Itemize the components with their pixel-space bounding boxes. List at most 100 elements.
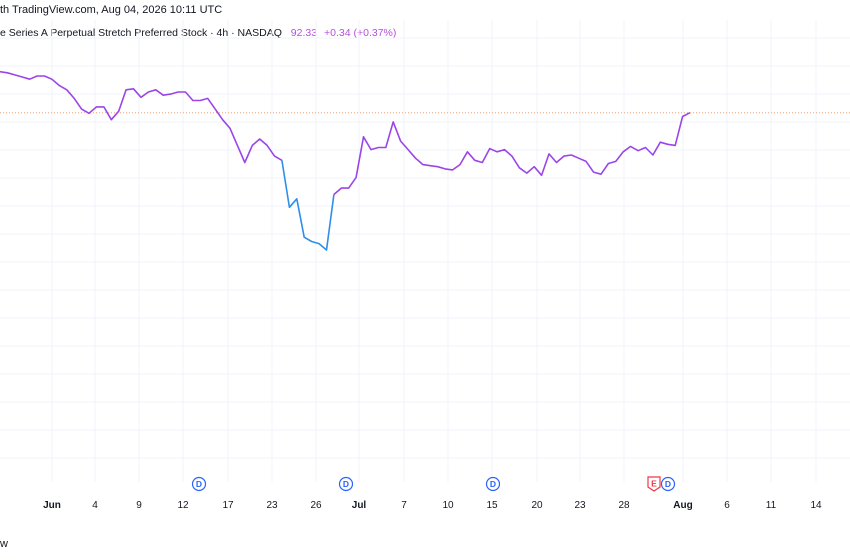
price-point bbox=[652, 154, 653, 155]
price-point bbox=[489, 148, 490, 149]
price-point bbox=[252, 145, 253, 146]
price-point bbox=[615, 161, 616, 162]
price-point bbox=[519, 167, 520, 168]
price-point bbox=[74, 98, 75, 99]
price-point bbox=[163, 95, 164, 96]
x-tick-label: 4 bbox=[92, 500, 98, 511]
price-point bbox=[44, 75, 45, 76]
x-tick-label: 6 bbox=[724, 500, 730, 511]
dividend-event-marker[interactable]: D bbox=[660, 476, 676, 492]
dividend-marker-label: D bbox=[196, 479, 202, 489]
x-tick-label: 15 bbox=[486, 500, 498, 511]
price-point bbox=[675, 145, 676, 146]
x-tick-label: 11 bbox=[766, 500, 777, 511]
dividend-marker-shape bbox=[660, 476, 676, 492]
price-point bbox=[370, 149, 371, 150]
price-point bbox=[7, 72, 8, 73]
price-point bbox=[571, 154, 572, 155]
price-point bbox=[534, 166, 535, 167]
chart-caption: th TradingView.com, Aug 04, 2026 10:11 U… bbox=[0, 4, 223, 16]
price-point bbox=[304, 237, 305, 238]
price-point bbox=[207, 98, 208, 99]
price-point bbox=[467, 151, 468, 152]
price-point bbox=[689, 112, 690, 113]
price-point bbox=[148, 91, 149, 92]
price-point bbox=[326, 249, 327, 250]
earnings-event-marker[interactable]: E bbox=[647, 476, 661, 492]
price-point bbox=[430, 165, 431, 166]
price-point bbox=[400, 141, 401, 142]
price-point bbox=[229, 128, 230, 129]
price-point bbox=[363, 136, 364, 137]
price-point bbox=[311, 241, 312, 242]
price-point bbox=[333, 194, 334, 195]
price-point bbox=[556, 162, 557, 163]
price-point bbox=[482, 162, 483, 163]
price-point bbox=[474, 160, 475, 161]
price-point bbox=[192, 100, 193, 101]
price-point bbox=[600, 174, 601, 175]
price-point bbox=[81, 108, 82, 109]
price-point bbox=[385, 147, 386, 148]
price-point bbox=[318, 243, 319, 244]
price-point bbox=[548, 153, 549, 154]
watermark-logo-fragment: w bbox=[0, 538, 8, 550]
x-tick-label: 10 bbox=[442, 500, 454, 511]
price-point bbox=[281, 160, 282, 161]
dividend-marker-label: D bbox=[665, 479, 671, 489]
price-point bbox=[393, 121, 394, 122]
price-point bbox=[682, 116, 683, 117]
price-point bbox=[637, 150, 638, 151]
price-point bbox=[88, 113, 89, 114]
price-change-value: +0.34 (+0.37%) bbox=[324, 27, 397, 39]
price-point bbox=[14, 74, 15, 75]
price-point bbox=[341, 187, 342, 188]
price-point bbox=[133, 88, 134, 89]
price-point bbox=[623, 151, 624, 152]
x-tick-label: 28 bbox=[618, 500, 630, 511]
x-tick-label: 9 bbox=[136, 500, 142, 511]
price-point bbox=[407, 149, 408, 150]
dividend-event-marker[interactable]: D bbox=[485, 476, 501, 492]
x-tick-label: 17 bbox=[222, 500, 234, 511]
price-point bbox=[660, 142, 661, 143]
price-point bbox=[563, 155, 564, 156]
price-point bbox=[608, 163, 609, 164]
price-point bbox=[437, 166, 438, 167]
price-point bbox=[274, 155, 275, 156]
time-axis[interactable]: Jun 4 9 12 17 23 26 Jul 7 10 15 20 23 28 Aug 6 11 14 bbox=[43, 500, 822, 511]
price-point bbox=[541, 175, 542, 176]
symbol-legend[interactable]: e Series A Perpetual Stretch Preferred S… bbox=[0, 27, 396, 39]
dividend-marker-shape bbox=[485, 476, 501, 492]
price-point bbox=[200, 100, 201, 101]
price-point bbox=[289, 207, 290, 208]
price-point bbox=[29, 79, 30, 80]
price-point bbox=[667, 144, 668, 145]
price-point bbox=[356, 177, 357, 178]
price-point bbox=[526, 173, 527, 174]
price-point bbox=[111, 119, 112, 120]
price-point bbox=[511, 155, 512, 156]
price-point bbox=[422, 164, 423, 165]
x-tick-label: 23 bbox=[574, 500, 586, 511]
price-line-segment bbox=[0, 70, 283, 164]
dividend-marker-label: D bbox=[490, 479, 496, 489]
x-tick-label: 7 bbox=[401, 500, 407, 511]
price-point bbox=[266, 145, 267, 146]
price-point bbox=[170, 94, 171, 95]
price-point bbox=[578, 158, 579, 159]
price-line-low-segment bbox=[281, 160, 335, 251]
earnings-marker-shape bbox=[647, 476, 661, 492]
price-point bbox=[215, 108, 216, 109]
last-price-value: 92.33 bbox=[290, 27, 318, 39]
price-point bbox=[296, 198, 297, 199]
x-tick-label: 20 bbox=[531, 500, 543, 511]
dividend-marker-shape bbox=[338, 476, 354, 492]
dividend-event-marker[interactable]: D bbox=[191, 476, 207, 492]
price-point bbox=[118, 111, 119, 112]
price-point bbox=[66, 89, 67, 90]
dividend-event-marker[interactable]: D bbox=[338, 476, 354, 492]
price-point bbox=[630, 146, 631, 147]
